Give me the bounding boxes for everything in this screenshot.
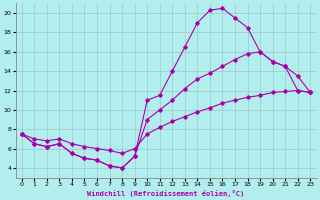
X-axis label: Windchill (Refroidissement éolien,°C): Windchill (Refroidissement éolien,°C) xyxy=(87,190,245,197)
